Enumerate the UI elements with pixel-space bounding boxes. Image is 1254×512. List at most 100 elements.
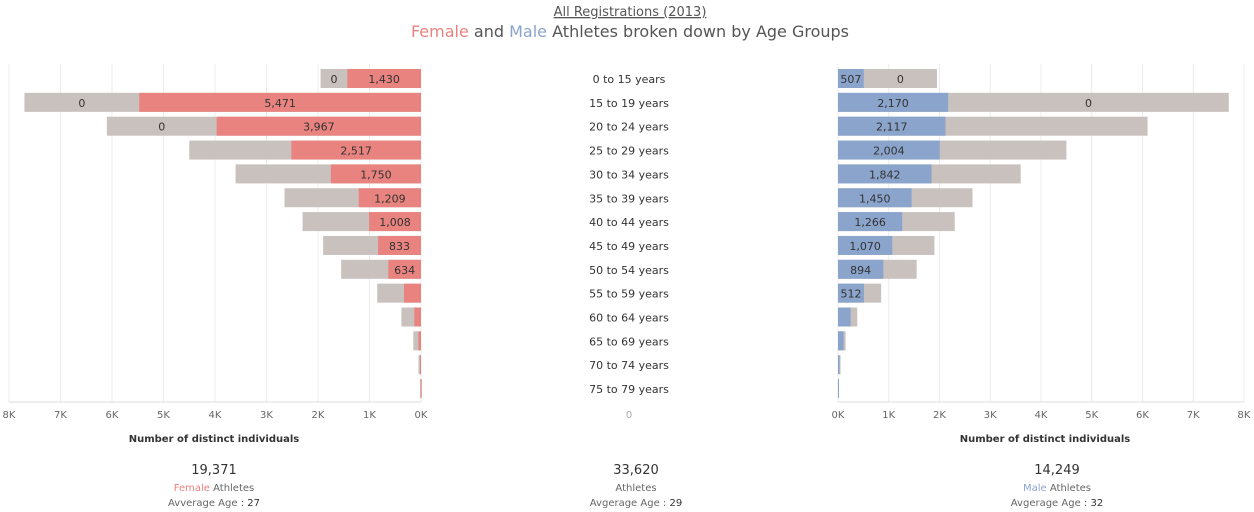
data-label: 1,842 xyxy=(869,168,901,181)
female-bar[interactable] xyxy=(414,307,421,327)
total-bar[interactable] xyxy=(418,355,421,375)
female-axis-title: Number of distinct individuals xyxy=(129,434,300,445)
remainder-label: 0 xyxy=(158,121,165,134)
all-avg-prefix: Avgerage Age : xyxy=(590,498,670,509)
tick-label: 5K xyxy=(157,410,170,421)
data-label: 5,471 xyxy=(264,97,296,110)
female-bar[interactable] xyxy=(388,259,421,279)
tick-label: 3K xyxy=(260,410,273,421)
data-label: 1,750 xyxy=(360,168,392,181)
age-group-label: 35 to 39 years xyxy=(589,192,669,205)
female-bar[interactable] xyxy=(420,379,422,399)
female-bar[interactable] xyxy=(358,188,421,208)
female-bar[interactable] xyxy=(369,212,421,232)
male-bar[interactable] xyxy=(838,69,864,88)
male-label: Male Athletes xyxy=(1023,483,1091,494)
data-label: 2,004 xyxy=(873,145,905,158)
tick-label: 0K xyxy=(832,410,845,421)
age-group-label: 25 to 29 years xyxy=(589,145,669,158)
male-bar[interactable] xyxy=(838,140,940,160)
all-avg-value: 29 xyxy=(669,498,682,509)
female-label: Female Athletes xyxy=(174,483,255,494)
subtitle-female-word: Female xyxy=(411,22,469,41)
male-bar[interactable] xyxy=(838,331,844,351)
dashboard-subtitle: Female and Male Athletes broken down by … xyxy=(411,22,849,41)
age-group-label: 30 to 34 years xyxy=(589,168,669,181)
female-avg-age: Avverage Age : 27 xyxy=(168,498,260,509)
remainder-label: 0 xyxy=(1085,97,1092,110)
tick-label: 3K xyxy=(984,410,997,421)
male-avg-age: Avgerage Age : 32 xyxy=(1011,498,1103,509)
age-group-label: 15 to 19 years xyxy=(589,97,669,110)
female-bar[interactable] xyxy=(139,92,421,112)
female-count: 19,371 xyxy=(191,463,237,478)
data-label: 1,266 xyxy=(854,216,886,229)
tick-label: 4K xyxy=(1035,410,1048,421)
male-bar[interactable] xyxy=(838,212,903,232)
data-label: 2,517 xyxy=(340,145,372,158)
age-group-label: 65 to 69 years xyxy=(589,335,669,348)
data-label: 833 xyxy=(389,240,410,253)
age-group-label: 60 to 64 years xyxy=(589,312,669,325)
male-bar[interactable] xyxy=(838,235,893,255)
tick-label: 1K xyxy=(882,410,895,421)
male-bar[interactable] xyxy=(838,188,912,208)
female-bar[interactable] xyxy=(216,116,421,136)
age-group-label: 40 to 44 years xyxy=(589,216,669,229)
male-chart: 507 0 2,170 0 2,117 2,004 1,842 1,450 1,266 1,070… xyxy=(832,64,1251,421)
total-bar[interactable] xyxy=(419,379,421,399)
female-bar[interactable] xyxy=(347,69,421,88)
age-group-label: 0 to 15 years xyxy=(593,73,666,86)
total-bar[interactable] xyxy=(413,331,421,351)
male-bar[interactable] xyxy=(838,355,840,375)
data-label: 1,070 xyxy=(849,240,881,253)
subtitle-male-word: Male xyxy=(509,22,547,41)
male-bar[interactable] xyxy=(838,379,839,399)
tick-label: 2K xyxy=(933,410,946,421)
female-bar[interactable] xyxy=(418,331,421,351)
all-avg-age: Avgerage Age : 29 xyxy=(590,498,682,509)
male-bar[interactable] xyxy=(838,259,884,279)
data-label: 512 xyxy=(840,288,861,301)
tick-label: 8K xyxy=(1238,410,1251,421)
female-bar[interactable] xyxy=(330,164,421,184)
dashboard-title[interactable]: All Registrations (2013) xyxy=(554,5,707,20)
tick-label: 5K xyxy=(1085,410,1098,421)
tick-label: 7K xyxy=(54,410,67,421)
remainder-label: 0 xyxy=(330,73,337,86)
tick-label: 6K xyxy=(106,410,119,421)
female-bar[interactable] xyxy=(404,283,421,303)
age-group-label: 55 to 59 years xyxy=(589,288,669,301)
data-label: 1,450 xyxy=(859,192,891,205)
age-group-label: 45 to 49 years xyxy=(589,240,669,253)
tick-label: 1K xyxy=(363,410,376,421)
female-bar[interactable] xyxy=(419,355,421,375)
data-label: 507 xyxy=(840,73,861,86)
all-summary: 33,620 Athletes Avgerage Age : 29 xyxy=(590,463,682,509)
tick-label: 4K xyxy=(209,410,222,421)
female-bar[interactable] xyxy=(378,235,421,255)
female-label-colored: Female xyxy=(174,483,210,494)
data-label: 3,967 xyxy=(303,121,335,134)
data-label: 634 xyxy=(394,264,415,277)
female-bar[interactable] xyxy=(291,140,421,160)
age-group-label: 70 to 74 years xyxy=(589,359,669,372)
female-summary: 19,371 Female Athletes Avverage Age : 27 xyxy=(168,463,260,509)
male-bar[interactable] xyxy=(838,92,949,112)
data-label: 2,170 xyxy=(877,97,909,110)
data-label: 2,117 xyxy=(876,121,908,134)
data-label: 1,430 xyxy=(368,73,400,86)
center-axis-tick: 0 xyxy=(626,410,632,421)
male-count: 14,249 xyxy=(1034,463,1080,478)
male-label-rest: Athletes xyxy=(1050,483,1091,494)
female-chart: 1,430 0 5,471 0 3,967 0 2,517 1,750 1,209 1,008 83… xyxy=(3,64,428,421)
data-label: 1,008 xyxy=(379,216,411,229)
female-avg-prefix: Avverage Age : xyxy=(168,498,247,509)
subtitle-and-word: and xyxy=(474,22,504,41)
male-bar[interactable] xyxy=(838,283,864,303)
data-label: 1,209 xyxy=(374,192,406,205)
male-bar[interactable] xyxy=(838,307,851,327)
data-label: 894 xyxy=(850,264,871,277)
male-bar[interactable] xyxy=(838,116,946,136)
male-bar[interactable] xyxy=(838,164,932,184)
